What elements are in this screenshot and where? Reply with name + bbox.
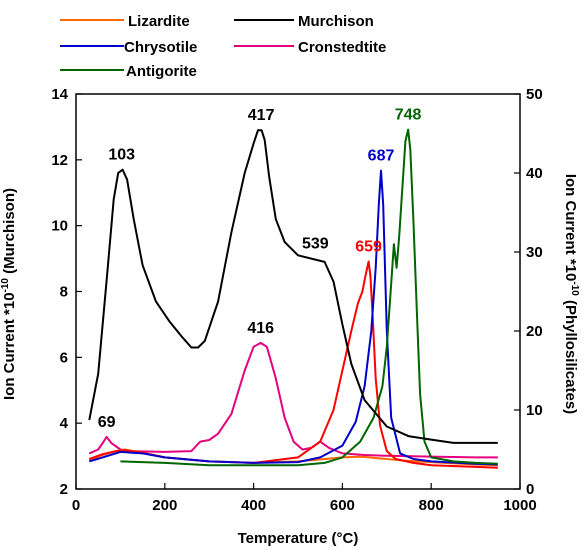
x-axis-label: Temperature (°C) (238, 530, 359, 547)
series-line-murchison (88, 129, 498, 444)
peak-annotation: 416 (247, 320, 274, 337)
y-left-tick-label: 10 (51, 218, 68, 235)
y-left-axis-label-suffix: (Murchison) (1, 188, 18, 278)
peak-annotation: 659 (355, 238, 382, 255)
y-right-tick-label: 10 (526, 402, 543, 419)
series-line-chrysotile (89, 169, 498, 466)
series-group (88, 128, 498, 469)
y-right-tick-label: 0 (526, 481, 534, 498)
series-line-antigorite (120, 128, 498, 467)
legend: Lizardite Murchison Chrysotile Cronstedt… (60, 13, 386, 80)
peak-annotation: 103 (108, 147, 135, 164)
y-right-tick-label: 50 (526, 86, 543, 103)
y-right-axis-label: Ion Current *10-10 (Phyllosilicates) (562, 174, 580, 414)
y-left-axis-label-text: Ion Current *10 (1, 292, 18, 400)
y-right-axis-label-sup: -10 (569, 281, 580, 296)
y-right-axis-label-text: Ion Current *10 (562, 174, 579, 282)
y-left-tick-label: 2 (60, 481, 68, 498)
x-tick-label: 600 (330, 497, 355, 514)
peak-annotation: 69 (98, 414, 116, 431)
series-line-unlabeled (88, 260, 498, 469)
axis-ticks: 0 200 400 600 800 1000 2 4 6 8 10 12 14 0 10 20 30 40 50 (51, 86, 542, 514)
x-tick-label: 400 (241, 497, 266, 514)
x-tick-label: 800 (419, 497, 444, 514)
y-left-tick-label: 14 (51, 86, 68, 103)
peak-annotation: 539 (302, 236, 329, 253)
y-left-tick-label: 12 (51, 152, 68, 169)
y-right-tick-label: 40 (526, 165, 543, 182)
legend-label-cronstedtite: Cronstedtite (298, 39, 386, 56)
legend-label-lizardite: Lizardite (128, 13, 190, 30)
legend-label-antigorite: Antigorite (126, 63, 197, 80)
legend-label-murchison: Murchison (298, 13, 374, 30)
peak-annotation: 417 (248, 107, 275, 124)
peak-annotation: 687 (368, 148, 395, 165)
peak-annotation: 748 (395, 107, 422, 124)
y-left-tick-label: 4 (60, 415, 69, 432)
y-left-tick-label: 8 (60, 284, 68, 301)
x-tick-label: 200 (152, 497, 177, 514)
y-right-tick-label: 20 (526, 323, 543, 340)
x-tick-label: 0 (72, 497, 80, 514)
y-left-axis-label: Ion Current *10-10 (Murchison) (0, 188, 18, 400)
y-left-axis-label-sup: -10 (0, 278, 11, 293)
y-right-tick-label: 30 (526, 244, 543, 261)
y-right-axis-label-suffix: (Phyllosilicates) (562, 296, 579, 414)
plot-frame (75, 93, 521, 490)
y-left-tick-label: 6 (60, 349, 68, 366)
annotations-group: 103 417 539 69 416 687 659 748 (98, 107, 422, 431)
legend-label-chrysotile: Chrysotile (124, 39, 197, 56)
x-tick-label: 1000 (503, 497, 536, 514)
x-axis-label-text: Temperature (°C) (238, 530, 359, 547)
